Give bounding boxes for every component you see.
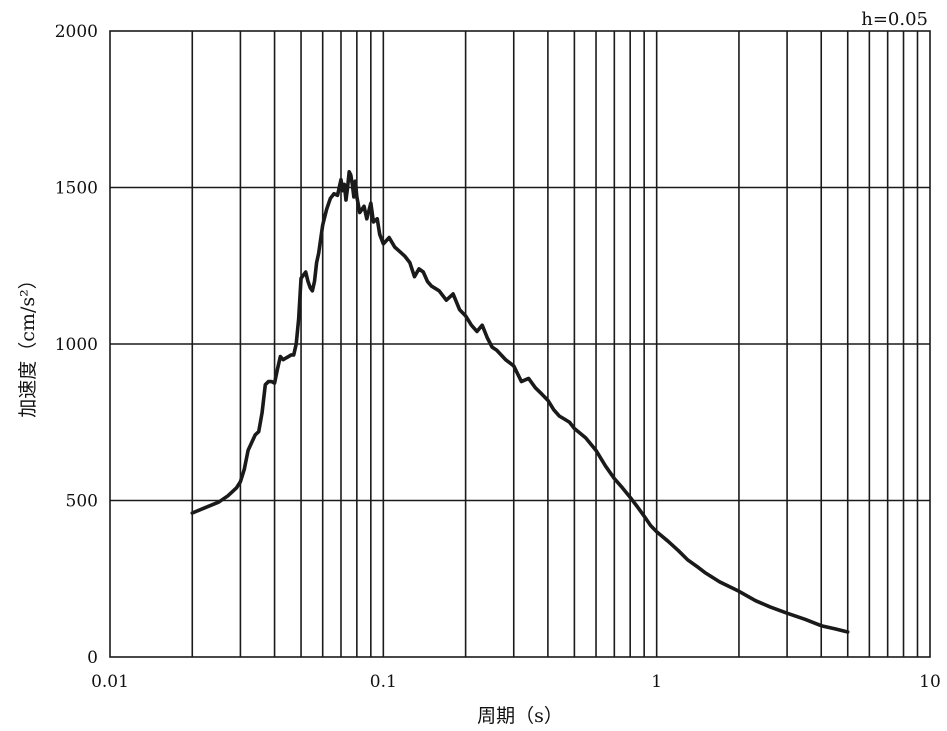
x-tick-label: 0.1 <box>370 672 397 692</box>
y-tick-label: 1000 <box>55 335 98 355</box>
y-tick-label: 2000 <box>55 22 98 42</box>
plot-frame <box>109 30 931 658</box>
x-tick-label: 10 <box>919 672 941 692</box>
series-layer <box>190 170 850 634</box>
tick-label-layer: 0.01 0.1 1 10 0 500 1000 1500 2000 <box>55 22 941 692</box>
y-axis-title: 加速度（cm/s²） <box>17 270 39 417</box>
x-tick-label: 0.01 <box>91 672 129 692</box>
y-tick-label: 1500 <box>55 179 98 199</box>
y-tick-label: 500 <box>66 492 98 512</box>
grid-layer <box>110 31 930 657</box>
y-tick-label: 0 <box>87 648 98 668</box>
x-tick-label: 1 <box>651 672 662 692</box>
damping-annotation: h=0.05 <box>861 9 928 30</box>
x-axis-title: 周期（s） <box>477 705 563 727</box>
spectrum-series-line <box>190 170 850 634</box>
